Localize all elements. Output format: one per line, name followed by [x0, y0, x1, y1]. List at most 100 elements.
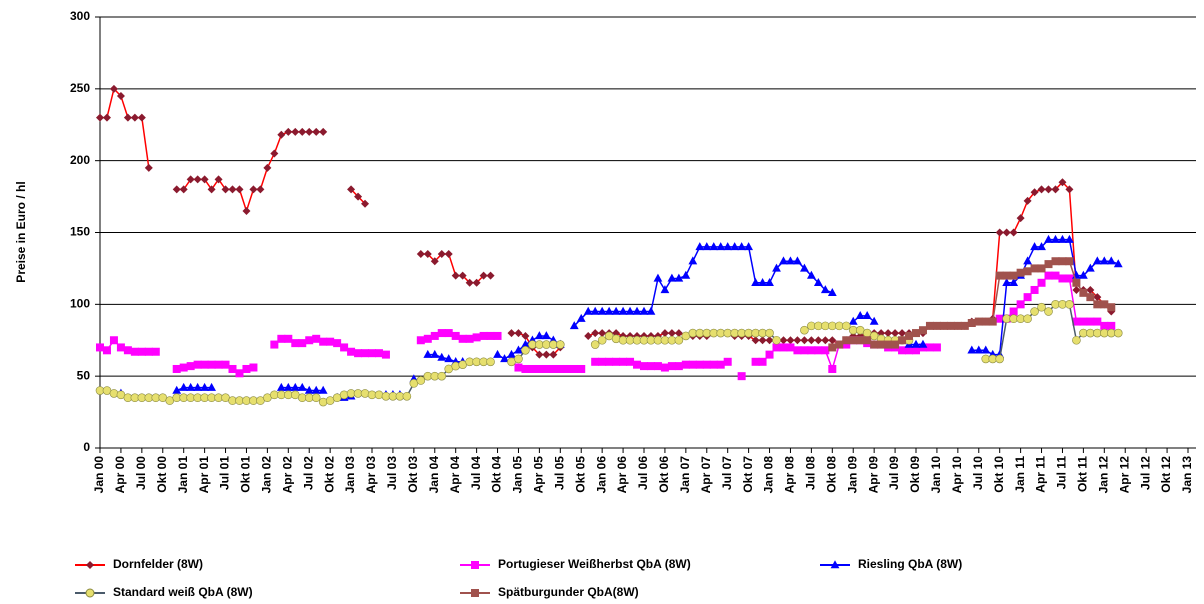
data-point — [291, 127, 300, 136]
data-point — [340, 343, 349, 352]
data-point — [1065, 274, 1074, 283]
y-tick-label: 50 — [77, 368, 91, 382]
x-tick-label: Jan 00 — [92, 456, 106, 494]
data-point — [842, 336, 851, 345]
data-point — [276, 382, 286, 391]
data-point — [598, 329, 607, 338]
data-point — [319, 127, 328, 136]
data-point — [1065, 257, 1074, 266]
legend-marker — [471, 561, 479, 569]
x-tick-label: Apr 03 — [364, 456, 378, 494]
y-axis-title: Preise in Euro / hl — [14, 181, 28, 282]
legend-label: Spätburgunder QbA(8W) — [498, 585, 639, 599]
data-point — [1065, 300, 1074, 309]
data-point — [130, 347, 139, 356]
data-point — [193, 382, 203, 391]
data-point — [430, 331, 439, 340]
data-point — [451, 361, 460, 371]
data-point — [458, 271, 467, 280]
data-point — [333, 339, 342, 348]
data-point — [186, 175, 195, 184]
data-point — [277, 130, 286, 139]
data-point — [660, 329, 669, 338]
x-tick-label: Apr 06 — [615, 456, 629, 494]
data-point — [290, 382, 300, 391]
data-point — [130, 113, 139, 122]
data-point — [905, 346, 914, 355]
series — [95, 300, 1123, 407]
data-point — [828, 343, 837, 352]
data-point — [423, 334, 432, 343]
data-point — [493, 349, 502, 358]
data-point — [1044, 260, 1053, 269]
data-point — [800, 336, 809, 345]
data-point — [347, 185, 356, 194]
series-line — [100, 87, 1112, 356]
data-point — [884, 329, 893, 338]
x-tick-label: Jan 10 — [929, 456, 943, 494]
data-point — [1051, 257, 1060, 266]
data-point — [765, 328, 774, 338]
data-point — [437, 371, 447, 381]
data-point — [1009, 307, 1018, 316]
data-point — [981, 345, 991, 354]
data-point — [1065, 185, 1074, 194]
data-point — [472, 278, 481, 287]
x-tick-label: Jul 06 — [636, 456, 650, 490]
data-point — [549, 350, 558, 359]
data-point — [681, 360, 690, 369]
data-point — [737, 242, 747, 251]
data-point — [653, 362, 662, 371]
data-point — [1002, 277, 1012, 286]
x-tick-label: Jan 01 — [176, 456, 190, 494]
data-point — [297, 382, 307, 391]
data-point — [590, 340, 600, 349]
data-point — [723, 357, 732, 366]
data-point — [1016, 300, 1025, 309]
data-point — [1030, 242, 1039, 251]
data-point — [995, 271, 1004, 280]
series — [96, 84, 1116, 359]
x-tick-label: Okt 04 — [490, 456, 504, 493]
data-point — [835, 340, 844, 349]
data-point — [1058, 234, 1067, 243]
data-point — [591, 357, 600, 366]
data-point — [898, 336, 907, 345]
data-point — [1079, 317, 1088, 326]
data-point — [1099, 256, 1109, 265]
data-point — [702, 242, 712, 251]
data-point — [541, 331, 551, 340]
x-tick-label: Okt 08 — [824, 456, 838, 493]
data-point — [207, 382, 216, 391]
data-point — [535, 350, 544, 359]
data-point — [807, 336, 816, 345]
data-point — [339, 390, 349, 400]
data-point — [507, 349, 516, 358]
data-point — [430, 349, 440, 358]
x-tick-label: Jan 12 — [1096, 456, 1110, 494]
data-point — [514, 354, 523, 364]
data-point — [1051, 271, 1060, 280]
data-point — [1072, 317, 1081, 326]
data-point — [270, 340, 279, 349]
data-point — [479, 271, 488, 280]
data-point — [695, 242, 705, 251]
data-point — [925, 343, 934, 352]
data-point — [137, 347, 146, 356]
data-point — [1072, 285, 1081, 294]
data-point — [116, 343, 125, 352]
data-point — [326, 337, 335, 346]
x-tick-label: Apr 02 — [280, 456, 294, 494]
data-point — [813, 277, 823, 286]
data-point — [1051, 185, 1060, 194]
x-tick-label: Jan 05 — [511, 456, 525, 494]
data-point — [542, 364, 551, 373]
data-point — [1016, 268, 1025, 277]
data-point — [423, 250, 432, 259]
data-point — [249, 363, 258, 372]
legend-marker — [85, 588, 95, 598]
data-point — [1030, 264, 1039, 273]
series — [828, 257, 1116, 352]
data-point — [1030, 285, 1039, 294]
data-point — [591, 329, 600, 338]
